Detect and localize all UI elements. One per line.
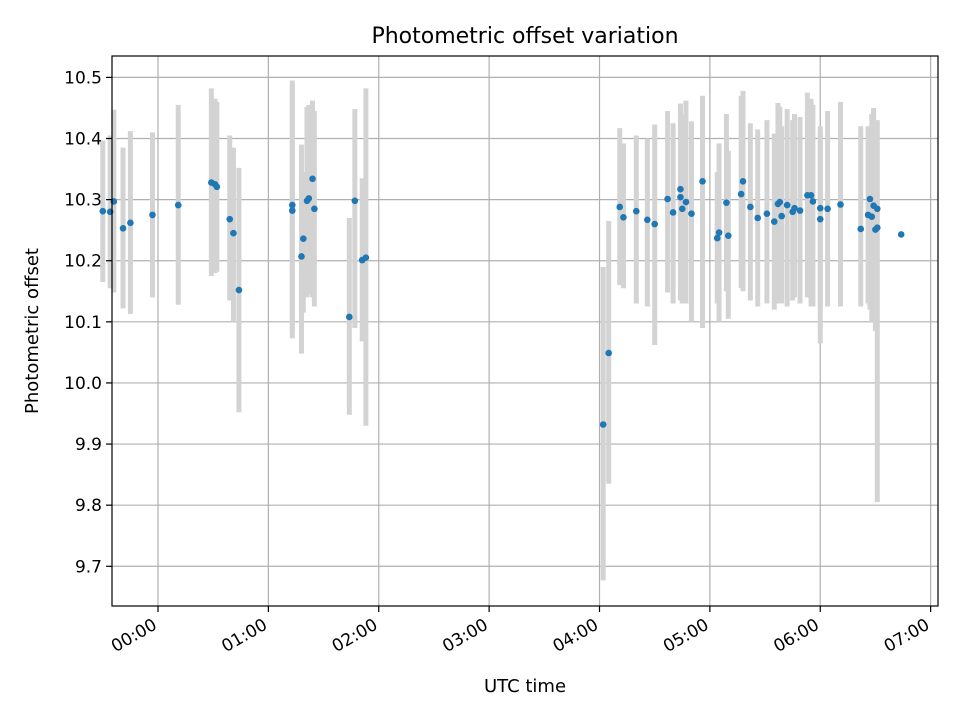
data-point [723, 199, 730, 206]
data-point [791, 204, 798, 212]
data-point-layer [99, 175, 905, 428]
data-point [868, 213, 876, 221]
data-point [309, 175, 316, 183]
data-point [351, 197, 359, 205]
data-point [737, 190, 745, 198]
y-tick-label: 10.0 [64, 374, 102, 394]
data-point [305, 195, 313, 202]
data-point [226, 215, 234, 223]
data-point [127, 219, 134, 227]
data-point [747, 203, 754, 211]
data-point [311, 205, 318, 213]
data-point [682, 198, 690, 206]
data-point [300, 235, 307, 243]
data-point [715, 229, 723, 236]
data-point [644, 216, 651, 224]
data-point [796, 207, 804, 214]
data-point [809, 198, 817, 205]
data-point [632, 207, 640, 215]
data-point [362, 254, 370, 261]
data-point [699, 177, 706, 185]
data-point [739, 177, 747, 185]
data-point [763, 210, 771, 217]
y-tick-label: 10.3 [64, 191, 102, 211]
data-point [346, 313, 353, 321]
data-point [713, 234, 721, 242]
data-point [616, 203, 624, 211]
data-point [824, 205, 831, 213]
x-axis-label: UTC time [484, 676, 566, 697]
data-point [897, 231, 905, 238]
data-point [664, 195, 671, 203]
data-point [783, 201, 791, 209]
y-tick-label: 10.2 [64, 252, 102, 272]
y-tick-label: 9.8 [75, 496, 102, 516]
data-point [298, 253, 305, 260]
y-tick-label: 10.1 [64, 313, 102, 333]
data-point [873, 224, 881, 232]
data-point [857, 225, 865, 233]
data-point [816, 215, 824, 223]
data-point [174, 201, 182, 209]
data-point [235, 286, 243, 294]
y-tick-label: 9.9 [75, 435, 102, 455]
chart-title: Photometric offset variation [371, 24, 678, 49]
data-point [678, 205, 686, 213]
y-axis-label: Photometric offset [22, 248, 43, 414]
data-point [230, 229, 237, 237]
y-tick-label: 10.4 [64, 130, 102, 150]
data-point [688, 210, 695, 217]
data-point [770, 218, 778, 225]
data-point [677, 193, 684, 201]
data-point [776, 198, 784, 206]
data-point [213, 183, 221, 191]
y-tick-label: 9.7 [75, 557, 102, 577]
data-point [620, 214, 627, 221]
data-point [651, 220, 658, 228]
data-point [599, 421, 607, 428]
data-point [807, 192, 815, 199]
plot-area-frame [111, 55, 939, 607]
data-point [754, 214, 762, 222]
data-point [119, 225, 127, 232]
data-point [778, 212, 785, 220]
data-point [669, 209, 677, 216]
data-point [816, 204, 824, 212]
data-point [605, 349, 613, 357]
data-point [288, 201, 296, 209]
data-point [149, 211, 156, 219]
data-point [288, 207, 296, 214]
data-point [837, 201, 844, 208]
data-point [873, 205, 881, 213]
data-point [677, 185, 684, 193]
data-point [724, 232, 732, 239]
y-axis-ticks: 9.7 9.8 9.9 10.0 10.1 10.2 10.3 10.4 10.5 [64, 68, 112, 577]
y-tick-label: 10.5 [64, 68, 102, 88]
data-point [99, 207, 107, 215]
data-point [866, 195, 874, 203]
